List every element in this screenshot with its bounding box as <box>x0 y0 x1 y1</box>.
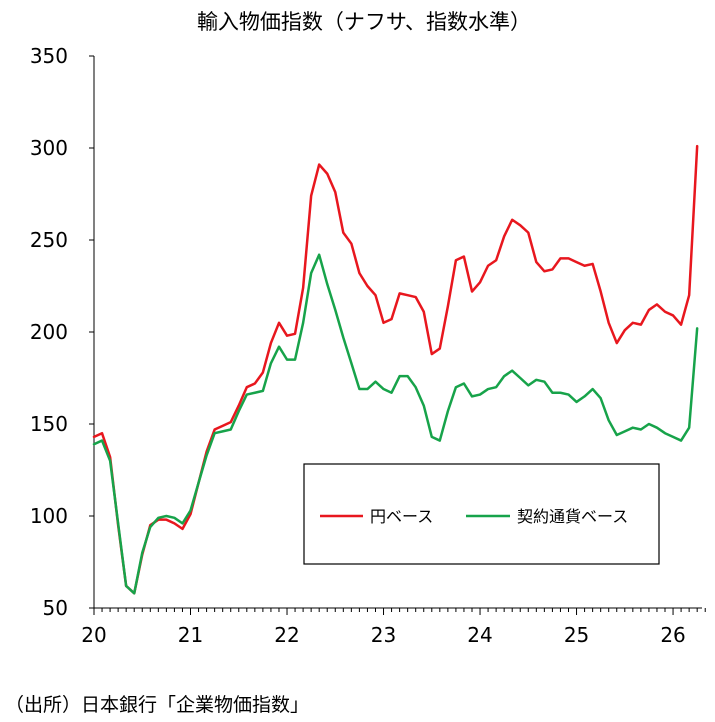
x-axis-ticks: 20 21 22 23 24 25 26 <box>81 608 706 647</box>
series-layer <box>92 144 699 595</box>
y-axis-ticks: 50 100 150 200 250 300 350 <box>30 44 94 620</box>
x-tick-label: 25 <box>564 623 589 647</box>
x-tick-label: 24 <box>467 623 492 647</box>
x-tick-label: 20 <box>81 623 106 647</box>
x-tick-label: 23 <box>371 623 396 647</box>
y-tick-label: 50 <box>43 596 68 620</box>
y-tick-label: 250 <box>30 228 68 252</box>
legend-label-yen-base: 円ベース <box>370 507 433 526</box>
legend-label-contract-currency-base: 契約通貨ベース <box>517 507 628 526</box>
legend: 円ベース 契約通貨ベース <box>303 463 660 565</box>
source-note: （出所）日本銀行「企業物価指数」 <box>5 694 309 716</box>
legend-box <box>303 463 660 565</box>
chart-title: 輸入物価指数（ナフサ、指数水準） <box>197 10 531 34</box>
x-tick-label: 22 <box>274 623 299 647</box>
y-tick-label: 350 <box>30 44 68 68</box>
y-tick-label: 150 <box>30 412 68 436</box>
x-tick-label: 26 <box>660 623 685 647</box>
y-tick-label: 300 <box>30 136 68 160</box>
y-tick-label: 100 <box>30 504 68 528</box>
y-tick-label: 200 <box>30 320 68 344</box>
series-contract-currency-base <box>92 253 699 595</box>
x-tick-label: 21 <box>178 623 203 647</box>
